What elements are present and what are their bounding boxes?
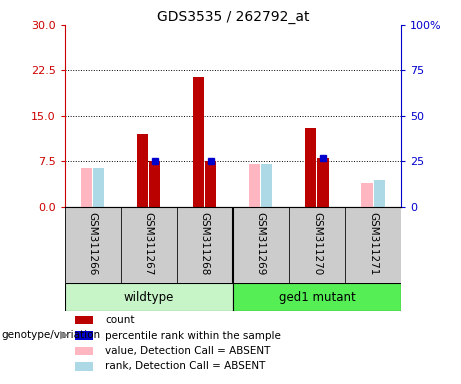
Bar bbox=[65, 207, 121, 283]
Bar bbox=[361, 183, 372, 207]
Bar bbox=[149, 161, 160, 207]
Text: ▶: ▶ bbox=[60, 330, 69, 340]
Bar bbox=[345, 207, 401, 283]
Bar bbox=[305, 128, 316, 207]
Text: GSM311271: GSM311271 bbox=[368, 212, 378, 275]
Text: percentile rank within the sample: percentile rank within the sample bbox=[105, 331, 281, 341]
Text: genotype/variation: genotype/variation bbox=[1, 330, 100, 340]
Bar bbox=[75, 316, 93, 324]
Bar bbox=[318, 159, 329, 207]
Text: count: count bbox=[105, 315, 135, 325]
Bar bbox=[81, 167, 92, 207]
Bar bbox=[261, 164, 272, 207]
Text: GSM311267: GSM311267 bbox=[144, 212, 154, 275]
Bar bbox=[289, 207, 345, 283]
Bar bbox=[205, 161, 216, 207]
Text: value, Detection Call = ABSENT: value, Detection Call = ABSENT bbox=[105, 346, 270, 356]
Bar bbox=[249, 164, 260, 207]
Title: GDS3535 / 262792_at: GDS3535 / 262792_at bbox=[157, 10, 309, 24]
Text: GSM311269: GSM311269 bbox=[256, 212, 266, 275]
Bar bbox=[75, 331, 93, 340]
Bar bbox=[193, 76, 204, 207]
Text: GSM311270: GSM311270 bbox=[312, 212, 322, 275]
Text: rank, Detection Call = ABSENT: rank, Detection Call = ABSENT bbox=[105, 361, 265, 371]
Text: GSM311266: GSM311266 bbox=[88, 212, 98, 275]
Text: GSM311268: GSM311268 bbox=[200, 212, 210, 275]
Bar bbox=[93, 167, 104, 207]
Bar bbox=[373, 180, 384, 207]
Bar bbox=[137, 134, 148, 207]
Text: ged1 mutant: ged1 mutant bbox=[278, 291, 355, 304]
Bar bbox=[75, 362, 93, 371]
Bar bbox=[65, 283, 233, 311]
Bar bbox=[177, 207, 233, 283]
Bar bbox=[121, 207, 177, 283]
Bar bbox=[75, 347, 93, 355]
Bar bbox=[233, 207, 289, 283]
Bar bbox=[233, 283, 401, 311]
Text: wildtype: wildtype bbox=[124, 291, 174, 304]
